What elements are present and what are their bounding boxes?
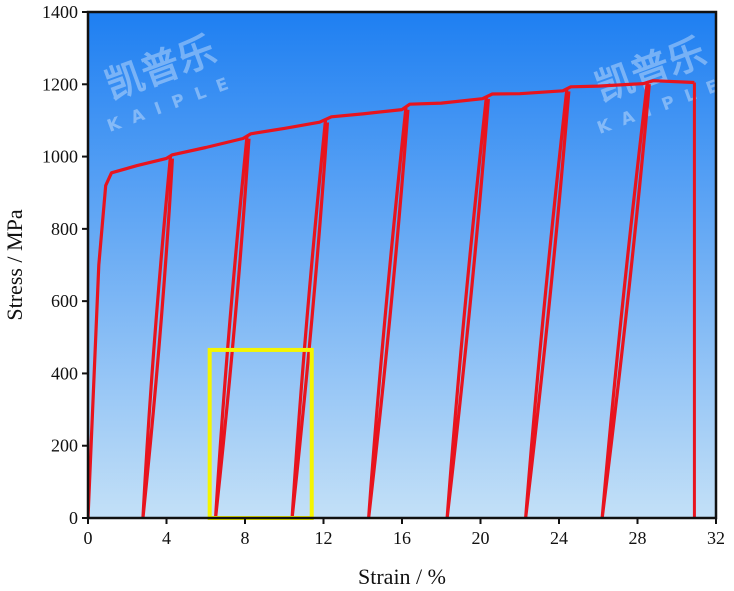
y-axis: 0 200 400 600 800 1000 1200 1400 bbox=[42, 2, 88, 528]
y-tick-label: 800 bbox=[51, 219, 78, 239]
x-tick-label: 28 bbox=[629, 528, 647, 548]
unload-reload-loop bbox=[600, 81, 651, 518]
x-tick-label: 16 bbox=[393, 528, 411, 548]
y-tick-label: 1200 bbox=[42, 74, 78, 94]
series-envelope-line bbox=[88, 79, 695, 518]
unload-reload-loop bbox=[290, 120, 330, 518]
x-tick-label: 0 bbox=[84, 528, 93, 548]
y-tick-label: 400 bbox=[51, 363, 78, 383]
y-tick-label: 0 bbox=[69, 508, 78, 528]
x-axis-title: Strain / % bbox=[358, 564, 446, 589]
y-tick-label: 1400 bbox=[42, 2, 78, 22]
y-axis-title: Stress / MPa bbox=[2, 209, 27, 320]
x-tick-label: 12 bbox=[315, 528, 333, 548]
unload-reload-loop bbox=[524, 89, 571, 518]
x-tick-label: 20 bbox=[472, 528, 490, 548]
x-tick-label: 32 bbox=[707, 528, 725, 548]
x-tick-label: 4 bbox=[162, 528, 171, 548]
y-tick-label: 1000 bbox=[42, 147, 78, 167]
y-tick-label: 200 bbox=[51, 436, 78, 456]
x-tick-label: 24 bbox=[550, 528, 568, 548]
unload-reload-loop bbox=[445, 96, 490, 518]
unload-reload-loop bbox=[213, 136, 251, 518]
x-tick-label: 8 bbox=[241, 528, 250, 548]
y-tick-label: 600 bbox=[51, 291, 78, 311]
x-axis: 0 4 8 12 16 20 24 28 32 bbox=[84, 518, 725, 548]
unload-reload-loop bbox=[367, 107, 410, 518]
